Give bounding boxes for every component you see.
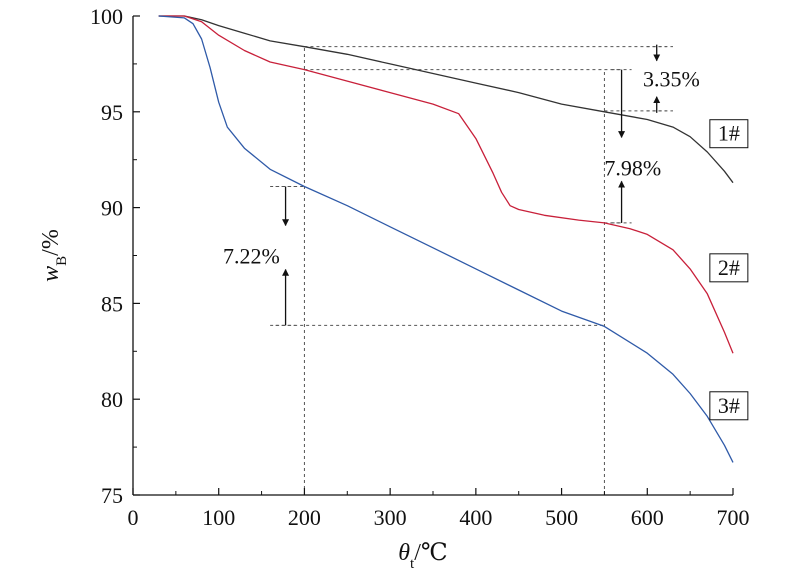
y-axis-title: wB/% [38, 229, 70, 282]
series-label-box-2 [709, 391, 749, 421]
x-tick-label-4: 400 [459, 505, 492, 530]
x-tick-label-2: 200 [288, 505, 321, 530]
x-tick-label-0: 0 [128, 505, 139, 530]
series-line-3# [158, 15, 734, 463]
series-label-box-0 [709, 119, 749, 149]
series-labels: 1# 2# 3# [709, 119, 749, 421]
x-axis-symbol: θ [398, 540, 410, 566]
series-label-text-2: 3# [718, 393, 740, 418]
x-tick-label-7: 700 [717, 505, 750, 530]
series-line-1# [158, 15, 734, 184]
y-tick-label-0: 75 [101, 483, 123, 508]
y-tick-label-5: 100 [90, 4, 123, 29]
x-axis-subscript: t [410, 556, 415, 572]
series-label-1#: 1# [709, 119, 749, 149]
annotation-label-2: 7.22% [223, 244, 280, 269]
y-tick-label-2: 85 [101, 291, 123, 316]
series-label-text-0: 1# [718, 121, 740, 146]
y-axis-subscript: B [54, 256, 70, 266]
reference-lines [270, 46, 673, 495]
y-tick-label-1: 80 [101, 387, 123, 412]
x-tick-label-5: 500 [545, 505, 578, 530]
y-tick-label-4: 95 [101, 100, 123, 125]
series-label-3#: 3# [709, 391, 749, 421]
series-lines [158, 15, 734, 463]
axes: 0 100 200 300 400 500 600 700 75 80 85 90 95 100 θt/℃ w… [38, 4, 750, 572]
y-tick-label-3: 90 [101, 196, 123, 221]
series-label-2#: 2# [709, 253, 749, 283]
x-axis-unit: /℃ [414, 540, 448, 566]
series-label-box-1 [709, 253, 749, 283]
x-tick-label-6: 600 [631, 505, 664, 530]
series-line-2# [158, 15, 734, 354]
annotation-label-1: 7.98% [604, 155, 661, 180]
x-axis-title: θt/℃ [398, 540, 447, 572]
series-label-text-1: 2# [718, 255, 740, 280]
x-tick-label-1: 100 [202, 505, 235, 530]
y-axis-symbol: w [38, 266, 64, 282]
y-axis-unit: /% [38, 229, 64, 256]
x-tick-label-3: 300 [374, 505, 407, 530]
annotations: 3.35% 7.98% 7.22% [223, 44, 700, 326]
annotation-label-0: 3.35% [643, 66, 700, 91]
